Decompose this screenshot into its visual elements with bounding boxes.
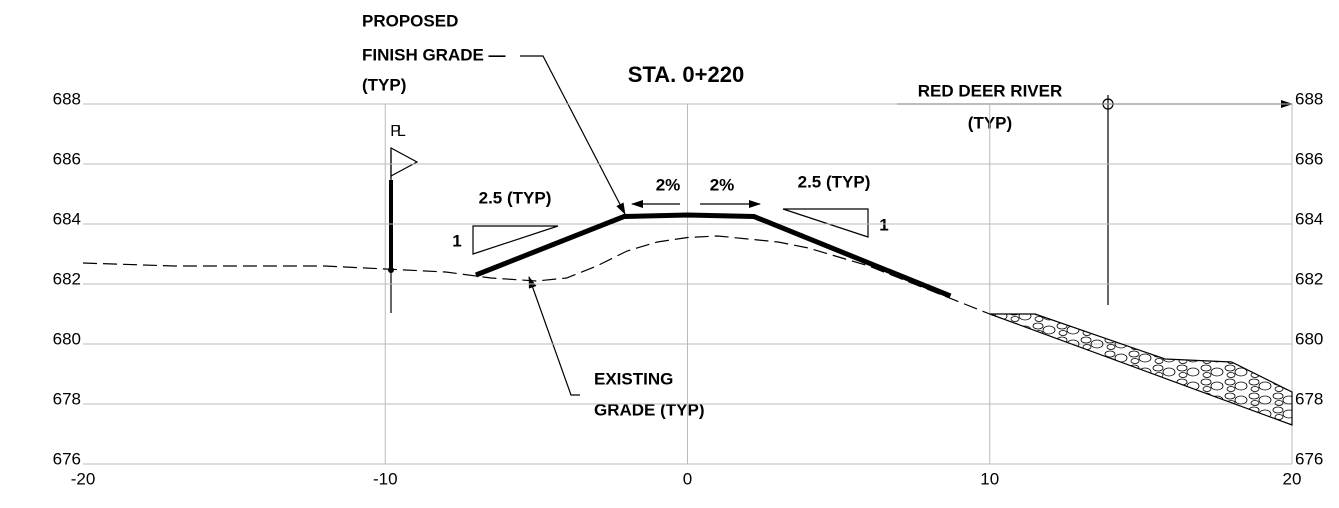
y-tick-label: 678 [53,389,81,408]
y-tick-label-right: 682 [1295,269,1323,288]
annotation: PROPOSED [362,11,458,30]
proposed-grade [475,212,952,299]
y-tick-label-right: 678 [1295,389,1323,408]
y-tick-label-right: 688 [1295,89,1323,108]
y-tick-label: 686 [53,149,81,168]
annotation: GRADE (TYP) [594,400,705,419]
y-tick-label-right: 676 [1295,449,1323,468]
annotation: 1 [879,215,888,234]
y-tick-label-right: 686 [1295,149,1323,168]
x-tick-label: -10 [373,469,398,488]
y-tick-label: 684 [53,209,81,228]
annotation: 2% [656,175,681,194]
y-tick-label: 680 [53,329,81,348]
x-tick-label: -20 [71,469,96,488]
x-tick-label: 10 [980,469,999,488]
y-tick-label-right: 684 [1295,209,1323,228]
riprap [989,313,1293,426]
existing-grade [82,235,990,315]
annotation: FINISH GRADE — [362,45,506,64]
y-tick-label: 676 [53,449,81,468]
annotation: 2.5 (TYP) [798,172,871,191]
annotation: 2.5 (TYP) [479,188,552,207]
chart-title: STA. 0+220 [628,62,744,87]
y-tick-label-right: 680 [1295,329,1323,348]
x-tick-label: 0 [683,469,692,488]
annotation: 2% [710,175,735,194]
y-tick-label: 688 [53,89,81,108]
pl-point [388,267,394,273]
annotation: RED DEER RIVER [918,81,1063,100]
annotation: (TYP) [362,75,406,94]
annotation: 1 [452,231,461,250]
y-tick-label: 682 [53,269,81,288]
annotation: EXISTING [594,369,673,388]
x-tick-label: 20 [1283,469,1302,488]
pl-label: PL [390,123,406,140]
